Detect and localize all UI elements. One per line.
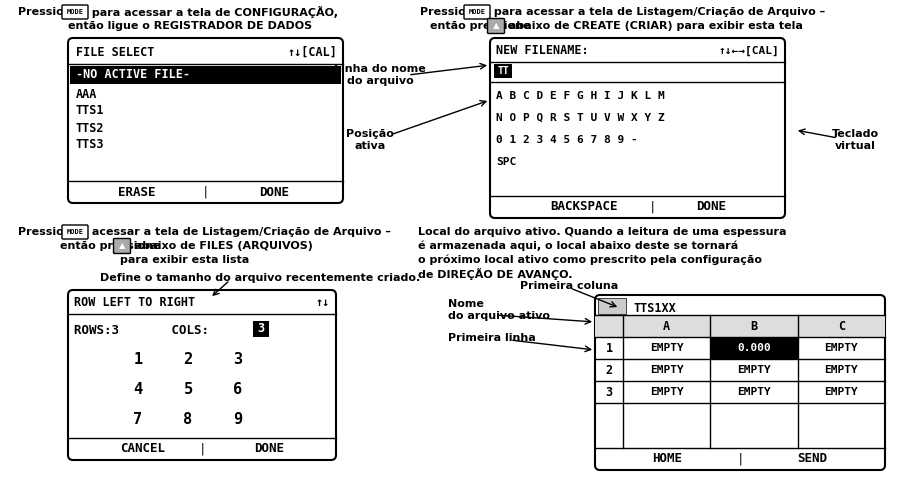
Text: 6: 6 — [233, 383, 243, 397]
Text: 3: 3 — [606, 385, 613, 398]
Text: CANCEL: CANCEL — [121, 443, 166, 456]
Text: Pressione: Pressione — [18, 227, 79, 237]
Text: ERASE: ERASE — [118, 185, 156, 199]
Bar — [253, 321, 269, 337]
Text: ↑↓: ↑↓ — [316, 297, 330, 310]
Text: 1: 1 — [606, 341, 613, 355]
Bar — [710, 337, 797, 359]
Bar — [494, 64, 512, 78]
Text: Primeira coluna: Primeira coluna — [520, 281, 618, 291]
Text: TT: TT — [497, 66, 508, 76]
Text: TTS3: TTS3 — [76, 139, 104, 152]
Text: A B C D E F G H I J K L M: A B C D E F G H I J K L M — [496, 91, 665, 101]
Text: 2: 2 — [184, 352, 193, 368]
Text: ROWS:3       COLS:: ROWS:3 COLS: — [74, 324, 209, 336]
Text: abaixo de FILES (ARQUIVOS): abaixo de FILES (ARQUIVOS) — [131, 241, 313, 251]
Text: para acessar a tela de CONFIGURAÇÃO,: para acessar a tela de CONFIGURAÇÃO, — [88, 6, 338, 18]
Text: 8: 8 — [184, 412, 193, 428]
Text: N O P Q R S T U V W X Y Z: N O P Q R S T U V W X Y Z — [496, 113, 665, 123]
FancyBboxPatch shape — [62, 5, 88, 19]
Text: SEND: SEND — [797, 453, 827, 466]
Text: DONE: DONE — [697, 201, 726, 214]
Text: Pressione: Pressione — [18, 7, 79, 17]
Text: 2: 2 — [606, 363, 613, 376]
Text: NEW FILENAME:: NEW FILENAME: — [496, 45, 589, 58]
FancyBboxPatch shape — [490, 38, 785, 218]
Text: |: | — [649, 201, 656, 214]
Text: 3: 3 — [233, 352, 243, 368]
Text: Nome
do arquivo ativo: Nome do arquivo ativo — [448, 299, 550, 321]
Text: ROW LEFT TO RIGHT: ROW LEFT TO RIGHT — [74, 297, 195, 310]
Bar — [70, 66, 341, 84]
Text: TTS2: TTS2 — [76, 121, 104, 134]
Text: então pressione: então pressione — [430, 21, 535, 31]
Text: BACKSPACE: BACKSPACE — [551, 201, 618, 214]
Text: EMPTY: EMPTY — [650, 343, 683, 353]
Text: ↑↓←→[CAL]: ↑↓←→[CAL] — [718, 46, 779, 56]
Text: acessar a tela de Listagem/Criação de Arquivo –: acessar a tela de Listagem/Criação de Ar… — [88, 227, 391, 237]
Text: para acessar a tela de Listagem/Criação de Arquivo –: para acessar a tela de Listagem/Criação … — [490, 7, 825, 17]
Text: Posição
ativa: Posição ativa — [346, 129, 394, 151]
Text: EMPTY: EMPTY — [824, 343, 859, 353]
Text: HOME: HOME — [652, 453, 682, 466]
Text: DONE: DONE — [259, 185, 289, 199]
Text: -NO ACTIVE FILE-: -NO ACTIVE FILE- — [76, 69, 190, 82]
Bar — [598, 298, 626, 314]
Text: o próximo local ativo como prescrito pela configuração: o próximo local ativo como prescrito pel… — [418, 255, 762, 265]
Text: Pressione: Pressione — [420, 7, 482, 17]
Text: 3: 3 — [257, 323, 265, 336]
Text: DONE: DONE — [254, 443, 284, 456]
Text: 1: 1 — [133, 352, 142, 368]
Text: FILE SELECT: FILE SELECT — [76, 46, 155, 59]
Text: MODE: MODE — [469, 9, 485, 15]
Text: B: B — [751, 320, 758, 333]
Text: Define o tamanho do arquivo recentemente criado.: Define o tamanho do arquivo recentemente… — [100, 273, 420, 283]
Text: é armazenada aqui, o local abaixo deste se tornará: é armazenada aqui, o local abaixo deste … — [418, 241, 738, 251]
Text: ▲: ▲ — [493, 22, 500, 31]
FancyBboxPatch shape — [464, 5, 490, 19]
Text: de DIREÇÃO DE AVANÇO.: de DIREÇÃO DE AVANÇO. — [418, 268, 572, 280]
Text: Primeira linha: Primeira linha — [448, 333, 536, 343]
Text: então ligue o REGISTRADOR DE DADOS: então ligue o REGISTRADOR DE DADOS — [68, 21, 312, 31]
FancyBboxPatch shape — [488, 19, 505, 34]
Text: EMPTY: EMPTY — [824, 365, 859, 375]
Text: AAA: AAA — [76, 87, 97, 100]
Text: ▲: ▲ — [119, 241, 125, 251]
Text: 0.000: 0.000 — [737, 343, 771, 353]
Text: TTS1: TTS1 — [76, 105, 104, 118]
Text: |: | — [202, 185, 209, 199]
Text: 0 1 2 3 4 5 6 7 8 9 -: 0 1 2 3 4 5 6 7 8 9 - — [496, 135, 638, 145]
Text: 7: 7 — [133, 412, 142, 428]
Text: para exibir esta lista: para exibir esta lista — [121, 255, 249, 265]
FancyBboxPatch shape — [68, 38, 343, 203]
Text: abaixo de CREATE (CRIAR) para exibir esta tela: abaixo de CREATE (CRIAR) para exibir est… — [505, 21, 803, 31]
Text: |: | — [736, 453, 743, 466]
Bar — [595, 315, 885, 337]
Text: então pressione: então pressione — [60, 241, 165, 251]
Text: EMPTY: EMPTY — [737, 387, 771, 397]
Text: ↑↓[CAL]: ↑↓[CAL] — [287, 46, 337, 59]
Text: Teclado
virtual: Teclado virtual — [832, 129, 878, 151]
Text: SPC: SPC — [496, 157, 517, 167]
Text: EMPTY: EMPTY — [824, 387, 859, 397]
FancyBboxPatch shape — [68, 290, 336, 460]
Text: 5: 5 — [184, 383, 193, 397]
FancyBboxPatch shape — [113, 239, 130, 253]
Text: Local do arquivo ativo. Quando a leitura de uma espessura: Local do arquivo ativo. Quando a leitura… — [418, 227, 787, 237]
Text: MODE: MODE — [67, 229, 84, 235]
Text: EMPTY: EMPTY — [650, 365, 683, 375]
Text: EMPTY: EMPTY — [650, 387, 683, 397]
Text: A: A — [663, 320, 670, 333]
Text: TTS1XX: TTS1XX — [633, 301, 676, 314]
FancyBboxPatch shape — [595, 295, 885, 470]
Text: 4: 4 — [133, 383, 142, 397]
Text: Linha do nome
do arquivo: Linha do nome do arquivo — [334, 64, 426, 86]
Text: EMPTY: EMPTY — [737, 365, 771, 375]
FancyBboxPatch shape — [62, 225, 88, 239]
Text: MODE: MODE — [67, 9, 84, 15]
Text: 9: 9 — [233, 412, 243, 428]
Text: C: C — [838, 320, 845, 333]
Text: |: | — [198, 443, 206, 456]
